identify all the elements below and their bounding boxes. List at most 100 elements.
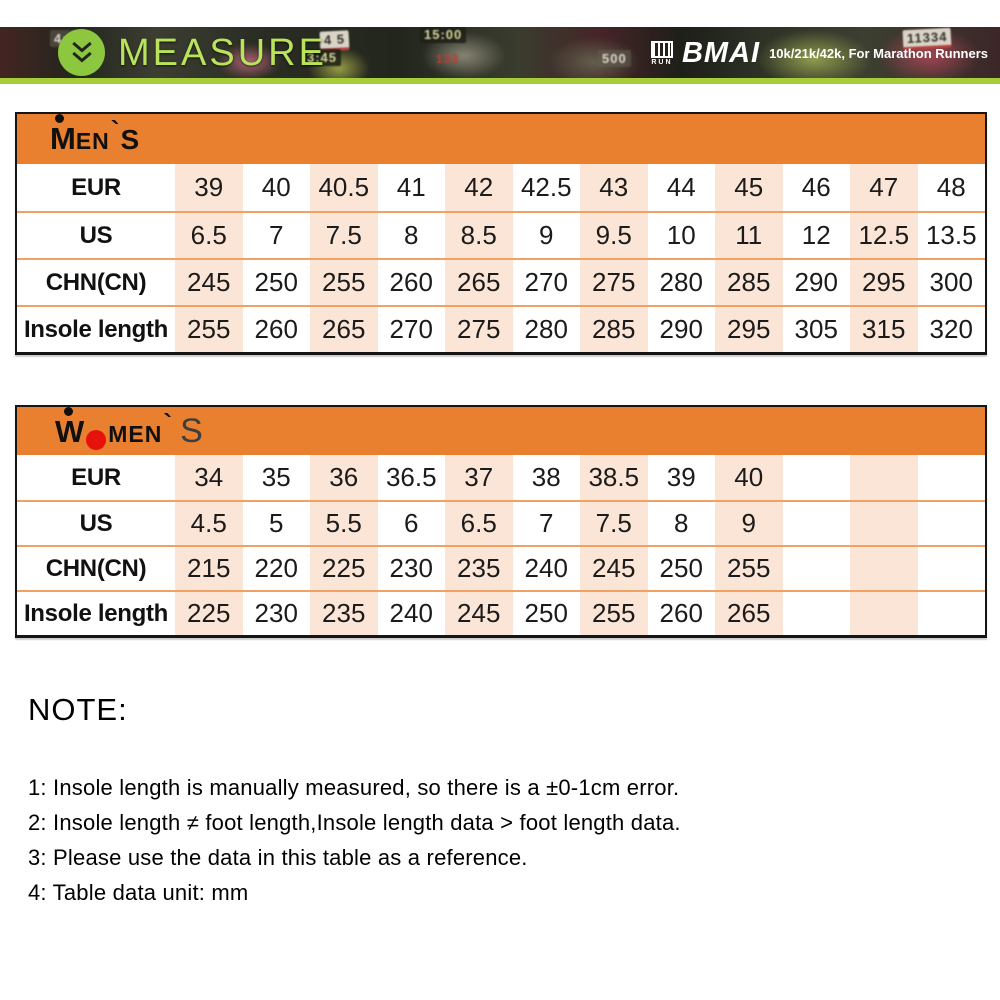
size-cell: 6.5	[175, 213, 243, 258]
dot-icon	[55, 113, 64, 123]
womens-size-table: W MEN ` S EUR 34 35 36 36.5 37 38 38.5 39 40 US 4.5…	[15, 405, 987, 638]
size-cell: 7.5	[310, 213, 378, 258]
size-cell: 240	[524, 553, 568, 583]
table-body: EUR 39 40 40.5 41 42 42.5 43 44 45 46 47 48 US 6.5 7 7.5…	[17, 164, 985, 352]
size-row-label: US	[79, 221, 113, 249]
size-row-label: Insole length	[23, 315, 169, 343]
brand-accent: `	[163, 407, 173, 438]
table-body: EUR 34 35 36 36.5 37 38 38.5 39 40 US 4.5 5 5.5 6 6.5 7 7…	[17, 455, 985, 635]
size-cell: 235	[310, 592, 378, 635]
size-cell	[918, 455, 986, 500]
size-cell: 40.5	[310, 164, 378, 211]
size-cell: 250	[254, 267, 298, 297]
bmai-seal-run-label: RUN	[651, 58, 673, 66]
size-cell: 270	[524, 267, 568, 297]
double-chevron-down-icon	[71, 41, 92, 62]
size-cell: 5	[269, 508, 284, 538]
size-cell: 11	[715, 213, 783, 258]
size-cell	[850, 502, 918, 545]
size-cell: 5.5	[310, 502, 378, 545]
size-cell: 245	[175, 260, 243, 305]
marathon-crowd-photo	[0, 27, 1000, 78]
brand-end: S	[180, 411, 203, 450]
size-cell: 42	[445, 164, 513, 211]
size-cell: 7.5	[580, 502, 648, 545]
size-cell: 320	[929, 314, 973, 344]
size-cell: 38	[531, 462, 561, 492]
size-cell	[918, 547, 986, 590]
size-cell: 9	[539, 220, 554, 250]
race-bib: 500	[598, 50, 631, 67]
size-cell	[783, 592, 851, 635]
size-cell	[918, 502, 986, 545]
size-cell	[783, 502, 851, 545]
size-cell: 13.5	[925, 220, 977, 250]
size-cell: 6	[404, 508, 419, 538]
size-row: US 4.5 5 5.5 6 6.5 7 7.5 8 9	[17, 500, 985, 545]
note-heading: NOTE:	[28, 692, 128, 727]
size-cell: 47	[850, 164, 918, 211]
size-row-label: CHN(CN)	[45, 268, 147, 296]
size-cell: 7	[539, 508, 554, 538]
size-cell: 37	[445, 455, 513, 500]
size-cell: 10	[666, 220, 696, 250]
size-row: US 6.5 7 7.5 8 8.5 9 9.5 10 11 12 12.5 13.5	[17, 211, 985, 258]
size-cell	[918, 592, 986, 635]
size-cell: 4.5	[175, 502, 243, 545]
size-cell: 6.5	[445, 502, 513, 545]
womens-table-header: W MEN ` S	[17, 406, 985, 455]
size-cell: 315	[850, 307, 918, 352]
size-cell: 7	[269, 220, 284, 250]
brand-mid: MEN	[108, 420, 163, 447]
size-cell: 285	[580, 307, 648, 352]
size-row-label: EUR	[71, 463, 121, 491]
race-bib: 3:45	[303, 49, 342, 66]
size-cell: 245	[580, 547, 648, 590]
size-row-label: Insole length	[23, 599, 169, 627]
size-cell: 35	[261, 462, 291, 492]
bmai-seal-icon: RUN	[650, 40, 673, 66]
size-cell: 42.5	[520, 172, 572, 202]
size-cell: 280	[524, 314, 568, 344]
size-cell: 39	[175, 164, 243, 211]
size-cell: 275	[445, 307, 513, 352]
size-cell: 290	[659, 314, 703, 344]
note-line: 3: Please use the data in this table as …	[28, 845, 528, 870]
note-line: 2: Insole length ≠ foot length,Insole le…	[28, 810, 681, 835]
size-cell: 260	[254, 314, 298, 344]
size-cell	[850, 592, 918, 635]
size-cell: 48	[936, 172, 966, 202]
note-lines: 1: Insole length is manually measured, s…	[28, 770, 681, 910]
measure-title: MEASURE	[118, 32, 327, 74]
measure-chevron-icon	[58, 29, 105, 76]
size-cell: 285	[715, 260, 783, 305]
size-row: CHN(CN) 245 250 255 260 265 270 275 280 285 290 295…	[17, 258, 985, 305]
size-cell: 36	[310, 455, 378, 500]
size-cell: 275	[580, 260, 648, 305]
size-cell: 43	[580, 164, 648, 211]
green-divider	[0, 78, 1000, 84]
size-cell: 270	[389, 314, 433, 344]
size-cell	[850, 547, 918, 590]
size-cell: 12	[801, 220, 831, 250]
size-row: Insole length 225 230 235 240 245 250 255 260 265	[17, 590, 985, 635]
size-cell	[850, 455, 918, 500]
size-cell	[783, 455, 851, 500]
size-cell: 250	[659, 553, 703, 583]
banner: MEASURE RUN BMAI 10k/21k/42k, For Marath…	[0, 27, 1000, 78]
bmai-seal-glyphs	[650, 40, 673, 58]
size-cell: 260	[659, 598, 703, 628]
size-cell: 44	[666, 172, 696, 202]
size-cell: 250	[524, 598, 568, 628]
size-row: Insole length 255 260 265 270 275 280 285 290 295…	[17, 305, 985, 352]
size-cell: 36.5	[385, 462, 437, 492]
size-row: CHN(CN) 215 220 225 230 235 240 245 250 255	[17, 545, 985, 590]
note-section: NOTE: 1: Insole length is manually measu…	[28, 692, 681, 910]
size-cell: 255	[580, 592, 648, 635]
size-cell: 225	[310, 547, 378, 590]
size-cell: 40	[261, 172, 291, 202]
size-cell: 220	[254, 553, 298, 583]
size-cell: 230	[254, 598, 298, 628]
womens-brand-title: W MEN ` S	[55, 406, 203, 451]
